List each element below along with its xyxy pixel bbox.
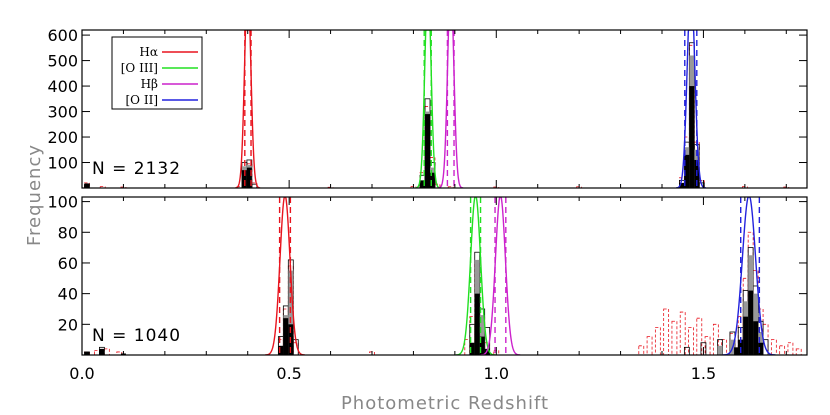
- bar-all-15: [638, 345, 645, 355]
- filter-curve-2: [438, 30, 464, 188]
- y-axis-label: Frequency: [24, 144, 45, 246]
- bar-black-6: [469, 342, 475, 355]
- bar-all-36: [795, 348, 802, 355]
- bar-outline-10: [683, 346, 690, 355]
- bar-all-20: [679, 311, 686, 355]
- filter-curve-1: [455, 197, 496, 355]
- legend-label-0: Hα: [139, 45, 158, 59]
- bar-black-1: [241, 170, 247, 188]
- plot-area: [84, 197, 802, 355]
- bar-all-2: [103, 348, 110, 355]
- bar-black-13: [748, 290, 754, 355]
- axes-frame: [81, 196, 808, 356]
- bar-all-1: [94, 349, 100, 355]
- bar-black-0: [84, 351, 90, 355]
- bar-black-15: [758, 342, 764, 355]
- y-tick-label-2: 300: [47, 103, 78, 122]
- filter-curve-3: [722, 197, 776, 355]
- legend-label-3: [O II]: [126, 93, 159, 107]
- y-tick-label-0: 100: [47, 154, 78, 173]
- filter-curve-0: [235, 30, 261, 188]
- bar-all-1: [99, 186, 106, 188]
- bar-grey-3: [479, 315, 485, 355]
- legend: Hα [O III] Hβ [O II]: [111, 36, 203, 110]
- x-tick-label-0: 0.0: [69, 364, 94, 383]
- bar-all-34: [779, 345, 786, 355]
- y-tick-label-0: 20: [58, 315, 78, 334]
- sample-count-label: N = 2132: [92, 159, 181, 179]
- x-axis-label: Photometric Redshift: [341, 393, 549, 414]
- y-tick-label-3: 80: [58, 223, 78, 242]
- bar-black-3: [278, 345, 284, 355]
- bar-all-18: [663, 308, 670, 355]
- bar-black-14: [753, 321, 759, 355]
- bar-all-16: [646, 336, 653, 355]
- bar-black-2: [246, 167, 252, 188]
- axes-frame: [81, 29, 808, 189]
- sample-count-label: N = 1040: [92, 326, 181, 346]
- x-tick-label-2: 1.0: [484, 364, 509, 383]
- x-tick-label-3: 1.5: [691, 364, 716, 383]
- y-tick-label-1: 40: [58, 285, 78, 304]
- y-tick-label-3: 400: [47, 77, 78, 96]
- filter-curve-2: [480, 197, 521, 355]
- bar-black-10: [734, 347, 740, 355]
- bar-all-13: [447, 186, 454, 188]
- legend-box: [111, 36, 203, 110]
- y-tick-label-4: 100: [47, 193, 78, 212]
- bar-black-4: [283, 318, 289, 355]
- y-tick-label-1: 200: [47, 128, 78, 147]
- legend-label-2: Hβ: [141, 77, 158, 91]
- bar-black-0: [84, 183, 90, 188]
- x-tick-label-1: 0.5: [276, 364, 301, 383]
- top-panel: 100 200 300 400 500 600 N = 2132: [47, 26, 808, 189]
- y-tick-label-5: 600: [47, 26, 78, 45]
- legend-label-1: [O III]: [121, 61, 158, 75]
- bottom-panel: 0.0 0.5 1.0 1.5 20 40 60 80 100 N = 1040: [47, 193, 808, 383]
- bar-black-8: [479, 336, 485, 355]
- bar-all-19: [671, 320, 678, 355]
- bar-black-7: [684, 154, 690, 188]
- bar-black-12: [743, 316, 749, 355]
- bar-all-28: [742, 277, 749, 355]
- bar-all-35: [787, 342, 794, 355]
- bar-black-5: [430, 172, 435, 188]
- filter-curve-3: [676, 30, 706, 188]
- bar-all-22: [696, 317, 703, 355]
- bar-black-3: [420, 180, 426, 188]
- bar-all-9: [464, 339, 471, 355]
- bar-grey-4: [717, 345, 723, 355]
- bar-black-1: [99, 348, 105, 355]
- bar-black-7: [474, 293, 480, 355]
- bar-all-17: [654, 326, 661, 355]
- filter-curve-0: [265, 197, 305, 355]
- bar-all-33: [770, 339, 777, 355]
- y-tick-label-4: 500: [47, 52, 78, 71]
- y-tick-label-2: 60: [58, 254, 78, 273]
- bar-black-6: [679, 182, 685, 188]
- filter-curve-1: [415, 30, 441, 188]
- plot-area: [84, 30, 790, 188]
- bar-black-4: [425, 114, 430, 188]
- bar-black-8: [689, 86, 695, 188]
